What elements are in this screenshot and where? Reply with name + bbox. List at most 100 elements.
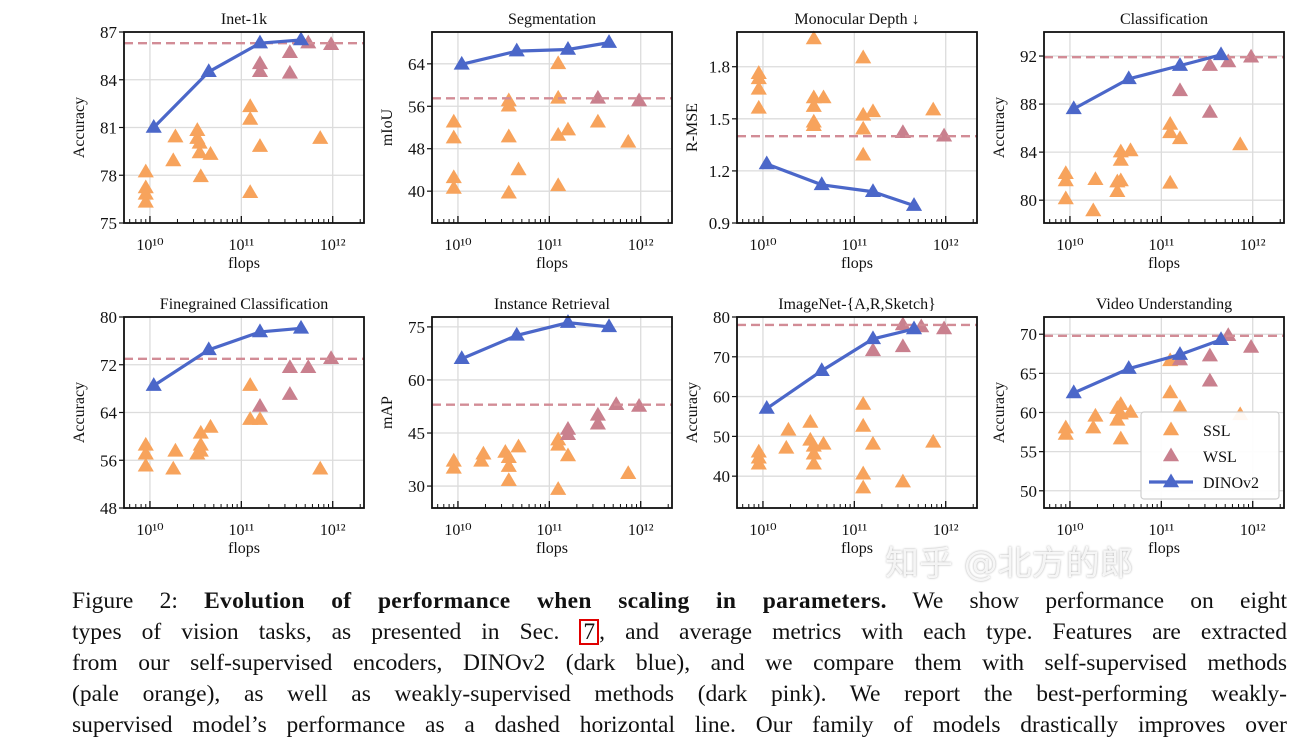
y-axis-label: mIoU bbox=[379, 108, 396, 146]
caption-text: We show performance on eight bbox=[886, 588, 1287, 614]
ssl-point bbox=[550, 126, 567, 141]
dinov2-point bbox=[453, 55, 470, 70]
ssl-point bbox=[855, 465, 872, 480]
caption-figure-label: Figure 2: bbox=[72, 588, 205, 614]
plot-frame bbox=[431, 316, 673, 509]
x-tick-label: 10¹¹ bbox=[229, 237, 255, 254]
ssl-point bbox=[855, 106, 872, 121]
caption-line-1: Figure 2: Evolution of performance when … bbox=[72, 586, 1287, 617]
y-tick-label: 75 bbox=[100, 214, 117, 233]
ssl-point bbox=[1085, 202, 1102, 217]
ssl-point bbox=[550, 436, 567, 451]
x-axis-label: flops bbox=[841, 540, 873, 557]
wsl-point bbox=[1243, 48, 1260, 63]
y-tick-label: 55 bbox=[1020, 443, 1037, 462]
ssl-point bbox=[589, 113, 606, 128]
x-tick-label: 10¹² bbox=[320, 522, 346, 539]
ssl-point bbox=[445, 452, 462, 467]
ssl-point bbox=[750, 99, 767, 114]
ssl-point bbox=[137, 445, 154, 460]
wsl-point bbox=[300, 359, 317, 374]
ssl-point bbox=[559, 447, 577, 462]
ssl-point bbox=[500, 472, 517, 487]
wsl-point bbox=[1201, 372, 1218, 387]
x-tick-label: 10¹⁰ bbox=[1056, 237, 1083, 254]
dinov2-point bbox=[453, 350, 470, 365]
ssl-point bbox=[1122, 142, 1139, 157]
dinov2-point bbox=[600, 34, 618, 48]
ssl-point bbox=[1112, 430, 1129, 445]
wsl-point bbox=[894, 316, 911, 331]
dinov2-point bbox=[813, 176, 830, 191]
x-axis-label: flops bbox=[1148, 540, 1180, 557]
dinov2-line bbox=[1072, 53, 1222, 111]
section-reference-link[interactable]: 7 bbox=[579, 619, 600, 645]
legend: SSL WSL DINOv2 bbox=[1140, 411, 1280, 500]
x-tick-label: 10¹² bbox=[628, 522, 654, 539]
plot-frame bbox=[123, 316, 365, 509]
chart-title: Classification bbox=[1120, 11, 1208, 28]
ssl-point bbox=[137, 193, 154, 208]
ssl-point bbox=[167, 128, 184, 143]
ssl-point bbox=[1057, 425, 1074, 440]
chart-panel: 75 78 81 84 87 10¹⁰ 10¹¹ 10¹² Inet-1k flops Accura… bbox=[71, 11, 365, 272]
wsl-point bbox=[323, 350, 340, 365]
ssl-point bbox=[550, 89, 567, 104]
ssl-point bbox=[750, 70, 767, 85]
ssl-point bbox=[500, 128, 517, 143]
dinov2-line bbox=[1073, 338, 1222, 395]
y-axis-label: R-MSE bbox=[684, 103, 701, 152]
ssl-point bbox=[855, 396, 872, 410]
ssl-point bbox=[550, 55, 567, 70]
y-tick-label: 60 bbox=[713, 388, 730, 407]
x-tick-label: 10¹⁰ bbox=[1056, 522, 1083, 539]
ssl-point bbox=[192, 168, 209, 183]
caption-text: types of vision tasks, as presented in S… bbox=[72, 619, 580, 645]
dinov2-point bbox=[813, 362, 830, 376]
dinov2-point bbox=[1212, 331, 1230, 345]
y-tick-label: 40 bbox=[713, 467, 730, 486]
plot-frame bbox=[1043, 31, 1285, 224]
ssl-point bbox=[242, 184, 259, 199]
legend-marker-wsl bbox=[1162, 447, 1180, 462]
wsl-point bbox=[281, 64, 298, 79]
ssl-point bbox=[165, 152, 182, 167]
ssl-point bbox=[1162, 124, 1179, 139]
ssl-point bbox=[802, 413, 819, 428]
ssl-point bbox=[1122, 404, 1139, 418]
x-axis-label: flops bbox=[1148, 255, 1180, 272]
y-tick-label: 56 bbox=[408, 97, 425, 116]
chart-title: Segmentation bbox=[508, 11, 596, 28]
ssl-point bbox=[1057, 172, 1074, 187]
ssl-point bbox=[445, 169, 462, 184]
ssl-point bbox=[312, 130, 329, 144]
x-tick-label: 10¹² bbox=[320, 237, 346, 254]
y-axis-label: mAP bbox=[379, 396, 396, 429]
dinov2-point bbox=[508, 326, 525, 341]
x-tick-label: 10¹¹ bbox=[842, 522, 868, 539]
legend-marker-ssl bbox=[1162, 421, 1180, 436]
chart-panel: 48 56 64 72 80 10¹⁰ 10¹¹ 10¹² Finegrained Classi… bbox=[71, 296, 365, 557]
ssl-point bbox=[559, 121, 577, 136]
dinov2-point bbox=[1120, 360, 1137, 374]
ssl-point bbox=[805, 455, 822, 470]
ssl-point bbox=[251, 411, 269, 425]
dinov2-point bbox=[905, 197, 923, 211]
chart-panel: 50 55 60 65 70 10¹⁰ 10¹¹ 10¹² Video Understandin… bbox=[991, 296, 1285, 557]
dinov2-point bbox=[758, 155, 775, 170]
dinov2-point bbox=[292, 319, 310, 334]
wsl-point bbox=[894, 338, 911, 353]
y-tick-label: 75 bbox=[408, 318, 425, 337]
chart-title: Inet-1k bbox=[221, 11, 267, 28]
ssl-point bbox=[137, 436, 154, 451]
wsl-point bbox=[251, 398, 269, 412]
y-tick-label: 70 bbox=[713, 348, 730, 367]
wsl-point bbox=[1171, 82, 1189, 97]
ssl-point bbox=[894, 473, 911, 488]
ssl-point bbox=[510, 161, 527, 176]
ssl-point bbox=[500, 449, 517, 464]
ssl-point bbox=[242, 98, 259, 113]
dinov2-point bbox=[200, 341, 217, 356]
wsl-point bbox=[281, 386, 298, 400]
y-axis-label: Accuracy bbox=[71, 97, 88, 158]
